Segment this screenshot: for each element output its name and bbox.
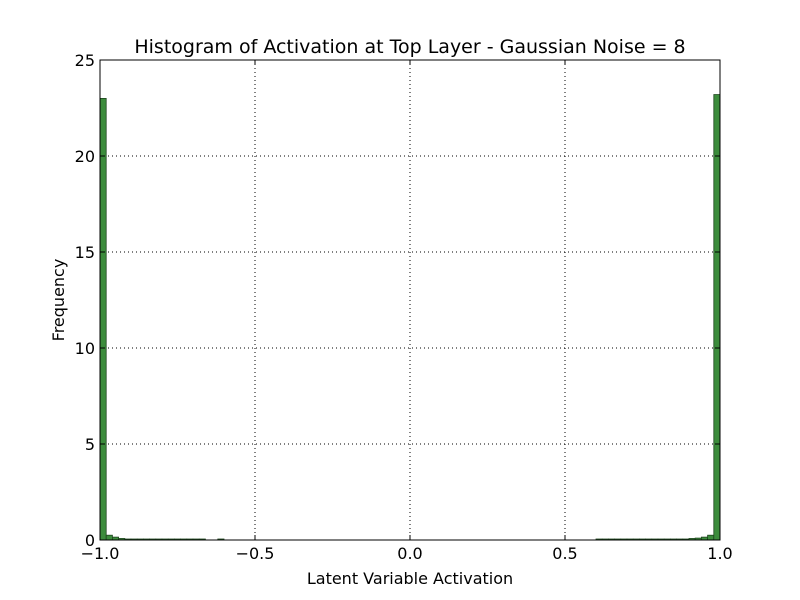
y-tick-label: 10 xyxy=(75,339,95,358)
histogram-bar xyxy=(99,98,107,541)
histogram-bar xyxy=(707,534,715,541)
histogram-bar xyxy=(105,534,113,541)
grid-lines xyxy=(100,60,720,540)
x-tick-label: 1.0 xyxy=(707,544,732,563)
y-tick-label: 5 xyxy=(85,435,95,454)
y-tick-labels: 0 5 10 15 20 25 xyxy=(75,51,95,550)
x-tick-label: 0.5 xyxy=(552,544,577,563)
axis-ticks xyxy=(99,59,721,541)
x-tick-label: −1.0 xyxy=(81,544,120,563)
histogram-bar xyxy=(713,94,721,541)
x-tick-label: −0.5 xyxy=(236,544,275,563)
y-tick-label: 0 xyxy=(85,531,95,550)
x-tick-label: 0.0 xyxy=(397,544,422,563)
y-tick-label: 25 xyxy=(75,51,95,70)
x-axis-label: Latent Variable Activation xyxy=(307,569,513,588)
y-tick-label: 20 xyxy=(75,147,95,166)
y-tick-label: 15 xyxy=(75,243,95,262)
chart-title: Histogram of Activation at Top Layer - G… xyxy=(134,36,685,58)
y-axis-label: Frequency xyxy=(49,259,68,342)
x-tick-labels: −1.0 −0.5 0.0 0.5 1.0 xyxy=(81,544,733,563)
